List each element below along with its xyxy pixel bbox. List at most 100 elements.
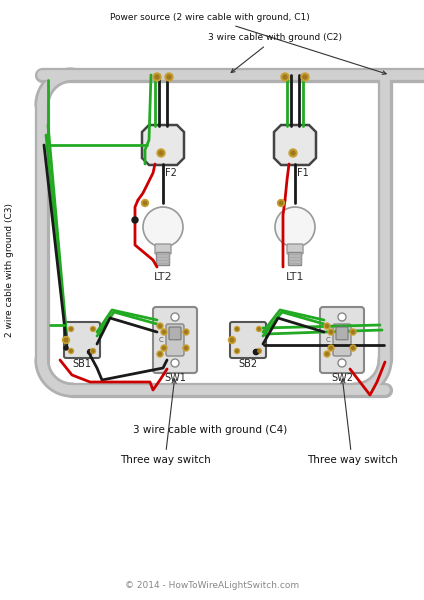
Circle shape bbox=[236, 328, 238, 330]
Text: F1: F1 bbox=[297, 168, 309, 178]
Circle shape bbox=[143, 201, 147, 205]
Circle shape bbox=[254, 349, 259, 355]
Text: 3 wire cable with ground (C2): 3 wire cable with ground (C2) bbox=[208, 34, 342, 73]
Circle shape bbox=[254, 349, 259, 355]
Circle shape bbox=[338, 313, 346, 321]
Circle shape bbox=[289, 149, 297, 157]
Circle shape bbox=[70, 350, 72, 352]
Circle shape bbox=[69, 326, 73, 331]
Circle shape bbox=[157, 351, 163, 357]
Circle shape bbox=[291, 151, 295, 155]
Circle shape bbox=[184, 346, 187, 349]
Circle shape bbox=[69, 349, 73, 353]
FancyBboxPatch shape bbox=[336, 327, 348, 340]
Polygon shape bbox=[274, 125, 316, 165]
Circle shape bbox=[90, 326, 95, 331]
Circle shape bbox=[283, 75, 287, 79]
FancyBboxPatch shape bbox=[155, 244, 171, 254]
Circle shape bbox=[279, 201, 283, 205]
Circle shape bbox=[350, 329, 356, 335]
Text: 2 wire cable with ground (C3): 2 wire cable with ground (C3) bbox=[6, 203, 14, 337]
Circle shape bbox=[155, 75, 159, 79]
Text: Three way switch: Three way switch bbox=[120, 379, 210, 465]
FancyBboxPatch shape bbox=[288, 253, 301, 265]
Circle shape bbox=[159, 325, 162, 328]
FancyBboxPatch shape bbox=[64, 322, 100, 358]
Circle shape bbox=[62, 337, 70, 343]
Circle shape bbox=[324, 323, 330, 329]
Circle shape bbox=[258, 328, 260, 330]
Circle shape bbox=[87, 349, 92, 355]
Text: LT1: LT1 bbox=[286, 272, 304, 282]
Circle shape bbox=[167, 75, 171, 79]
Circle shape bbox=[258, 350, 260, 352]
Circle shape bbox=[301, 73, 309, 81]
Circle shape bbox=[161, 329, 167, 335]
Polygon shape bbox=[142, 125, 184, 165]
Text: LT2: LT2 bbox=[153, 272, 172, 282]
Circle shape bbox=[328, 329, 334, 335]
Circle shape bbox=[303, 75, 307, 79]
Text: 3 wire cable with ground (C4): 3 wire cable with ground (C4) bbox=[133, 425, 287, 435]
Text: Power source (2 wire cable with ground, C1): Power source (2 wire cable with ground, … bbox=[110, 13, 386, 74]
Circle shape bbox=[90, 349, 95, 353]
Circle shape bbox=[324, 351, 330, 357]
Circle shape bbox=[162, 331, 165, 334]
Circle shape bbox=[159, 352, 162, 355]
Circle shape bbox=[161, 345, 167, 351]
Circle shape bbox=[92, 350, 94, 352]
Circle shape bbox=[230, 338, 234, 342]
Circle shape bbox=[234, 349, 240, 353]
Text: SW2: SW2 bbox=[331, 373, 353, 383]
Text: SB2: SB2 bbox=[238, 359, 257, 369]
Circle shape bbox=[157, 149, 165, 157]
Circle shape bbox=[153, 73, 161, 81]
FancyBboxPatch shape bbox=[169, 327, 181, 340]
Circle shape bbox=[184, 331, 187, 334]
Text: C: C bbox=[326, 337, 330, 343]
Circle shape bbox=[157, 323, 163, 329]
Circle shape bbox=[351, 346, 354, 349]
Circle shape bbox=[165, 73, 173, 81]
Circle shape bbox=[275, 207, 315, 247]
FancyBboxPatch shape bbox=[320, 307, 364, 373]
Circle shape bbox=[257, 349, 262, 353]
Circle shape bbox=[159, 151, 163, 155]
Circle shape bbox=[281, 73, 289, 81]
FancyBboxPatch shape bbox=[153, 307, 197, 373]
Circle shape bbox=[142, 199, 148, 206]
Circle shape bbox=[183, 329, 189, 335]
Circle shape bbox=[328, 345, 334, 351]
Circle shape bbox=[236, 350, 238, 352]
FancyBboxPatch shape bbox=[166, 324, 184, 356]
FancyBboxPatch shape bbox=[230, 322, 266, 358]
Circle shape bbox=[64, 338, 68, 342]
Text: C: C bbox=[159, 337, 163, 343]
Circle shape bbox=[70, 328, 72, 330]
FancyBboxPatch shape bbox=[333, 324, 351, 356]
Circle shape bbox=[257, 326, 262, 331]
Text: SW1: SW1 bbox=[164, 373, 186, 383]
Text: SB1: SB1 bbox=[73, 359, 92, 369]
Circle shape bbox=[329, 331, 332, 334]
Circle shape bbox=[143, 207, 183, 247]
Circle shape bbox=[132, 217, 138, 223]
Circle shape bbox=[64, 346, 68, 350]
Circle shape bbox=[350, 345, 356, 351]
Circle shape bbox=[229, 337, 235, 343]
Circle shape bbox=[171, 359, 179, 367]
Circle shape bbox=[329, 346, 332, 349]
Circle shape bbox=[351, 331, 354, 334]
Circle shape bbox=[234, 326, 240, 331]
Circle shape bbox=[277, 199, 285, 206]
Text: © 2014 - HowToWireALightSwitch.com: © 2014 - HowToWireALightSwitch.com bbox=[125, 581, 299, 589]
Circle shape bbox=[162, 346, 165, 349]
Circle shape bbox=[183, 345, 189, 351]
Circle shape bbox=[92, 328, 94, 330]
Text: F2: F2 bbox=[165, 168, 177, 178]
FancyBboxPatch shape bbox=[156, 253, 170, 265]
FancyBboxPatch shape bbox=[287, 244, 303, 254]
Circle shape bbox=[171, 313, 179, 321]
Circle shape bbox=[338, 359, 346, 367]
Circle shape bbox=[326, 325, 329, 328]
